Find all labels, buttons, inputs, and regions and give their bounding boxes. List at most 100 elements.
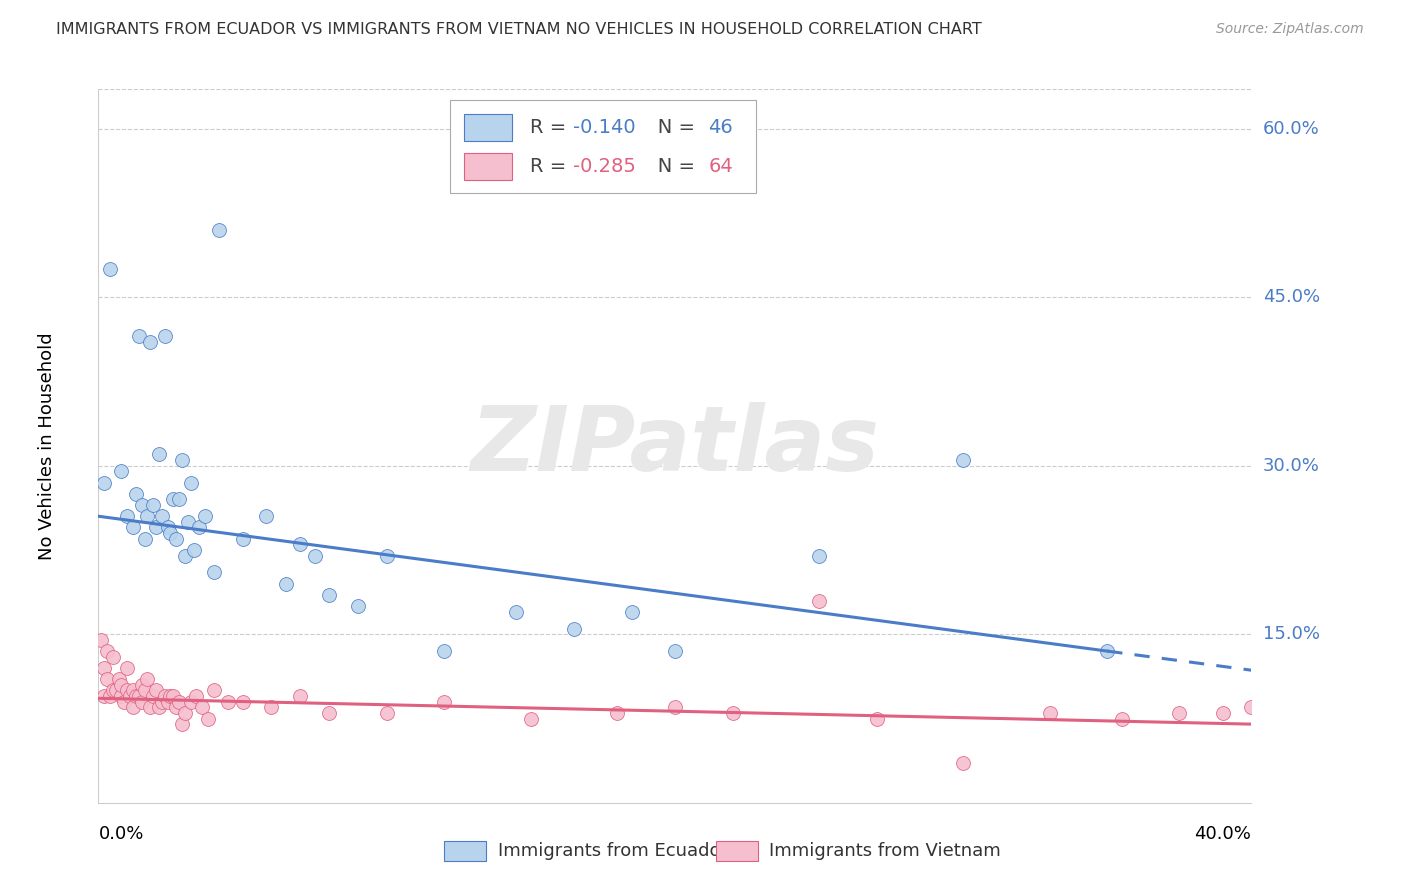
- Point: [139, 334, 162, 349]
- Point: [620, 605, 643, 619]
- Point: [142, 689, 165, 703]
- Point: [807, 593, 830, 607]
- FancyBboxPatch shape: [450, 100, 755, 193]
- Point: [96, 644, 118, 658]
- Point: [318, 588, 340, 602]
- Point: [520, 712, 543, 726]
- Point: [165, 532, 187, 546]
- Point: [117, 661, 138, 675]
- Text: IMMIGRANTS FROM ECUADOR VS IMMIGRANTS FROM VIETNAM NO VEHICLES IN HOUSEHOLD CORR: IMMIGRANTS FROM ECUADOR VS IMMIGRANTS FR…: [56, 22, 981, 37]
- Point: [180, 695, 202, 709]
- Point: [134, 683, 156, 698]
- Point: [98, 689, 121, 703]
- Point: [664, 644, 686, 658]
- Point: [807, 549, 830, 563]
- Point: [131, 678, 153, 692]
- Point: [318, 706, 340, 720]
- Point: [1111, 712, 1133, 726]
- Point: [148, 447, 170, 461]
- Point: [159, 689, 181, 703]
- Text: 60.0%: 60.0%: [1263, 120, 1319, 137]
- Point: [153, 689, 176, 703]
- Point: [1240, 700, 1263, 714]
- Point: [505, 605, 527, 619]
- Point: [156, 520, 179, 534]
- Point: [134, 532, 156, 546]
- Text: 45.0%: 45.0%: [1263, 288, 1320, 306]
- Point: [156, 695, 179, 709]
- Point: [433, 644, 456, 658]
- Text: N =: N =: [640, 157, 702, 176]
- Point: [1268, 706, 1291, 720]
- Point: [150, 509, 173, 524]
- Point: [104, 683, 127, 698]
- Point: [165, 700, 187, 714]
- Point: [136, 672, 159, 686]
- Point: [1168, 706, 1191, 720]
- Point: [128, 689, 150, 703]
- Text: Immigrants from Vietnam: Immigrants from Vietnam: [769, 842, 1001, 860]
- Point: [93, 475, 115, 490]
- Point: [1212, 706, 1234, 720]
- Point: [117, 683, 138, 698]
- Point: [96, 672, 118, 686]
- Point: [170, 453, 193, 467]
- Point: [148, 700, 170, 714]
- Point: [122, 700, 145, 714]
- Point: [1038, 706, 1062, 720]
- Text: 46: 46: [709, 119, 733, 137]
- Point: [110, 464, 132, 478]
- Point: [274, 576, 297, 591]
- Point: [952, 756, 974, 771]
- Point: [664, 700, 686, 714]
- Point: [721, 706, 744, 720]
- Point: [90, 632, 112, 647]
- Point: [170, 717, 193, 731]
- Point: [101, 683, 124, 698]
- Point: [131, 695, 153, 709]
- Point: [1097, 644, 1119, 658]
- Point: [1298, 700, 1320, 714]
- Text: 64: 64: [709, 157, 733, 176]
- Point: [290, 537, 312, 551]
- Point: [122, 520, 145, 534]
- Point: [162, 689, 184, 703]
- Point: [145, 520, 167, 534]
- Text: 15.0%: 15.0%: [1263, 625, 1320, 643]
- Text: R =: R =: [530, 119, 572, 137]
- Point: [145, 683, 167, 698]
- Point: [346, 599, 368, 614]
- Point: [231, 532, 254, 546]
- Point: [174, 706, 197, 720]
- Point: [122, 683, 145, 698]
- Point: [150, 695, 173, 709]
- Point: [112, 695, 135, 709]
- Point: [159, 526, 181, 541]
- Point: [562, 622, 585, 636]
- Point: [142, 498, 165, 512]
- Point: [167, 695, 190, 709]
- Point: [98, 262, 121, 277]
- Text: 0.0%: 0.0%: [98, 825, 143, 843]
- Point: [180, 475, 202, 490]
- Point: [110, 689, 132, 703]
- Point: [194, 509, 217, 524]
- Point: [606, 706, 628, 720]
- Point: [167, 492, 190, 507]
- Point: [866, 712, 889, 726]
- Point: [117, 509, 138, 524]
- Text: -0.285: -0.285: [574, 157, 637, 176]
- Text: ZIPatlas: ZIPatlas: [471, 402, 879, 490]
- Point: [177, 515, 200, 529]
- Point: [174, 549, 197, 563]
- Point: [217, 695, 239, 709]
- Point: [131, 498, 153, 512]
- Point: [93, 661, 115, 675]
- Text: No Vehicles in Household: No Vehicles in Household: [38, 332, 56, 560]
- Point: [93, 689, 115, 703]
- Point: [188, 520, 211, 534]
- Point: [197, 712, 219, 726]
- Point: [136, 509, 159, 524]
- Point: [139, 700, 162, 714]
- Point: [125, 487, 148, 501]
